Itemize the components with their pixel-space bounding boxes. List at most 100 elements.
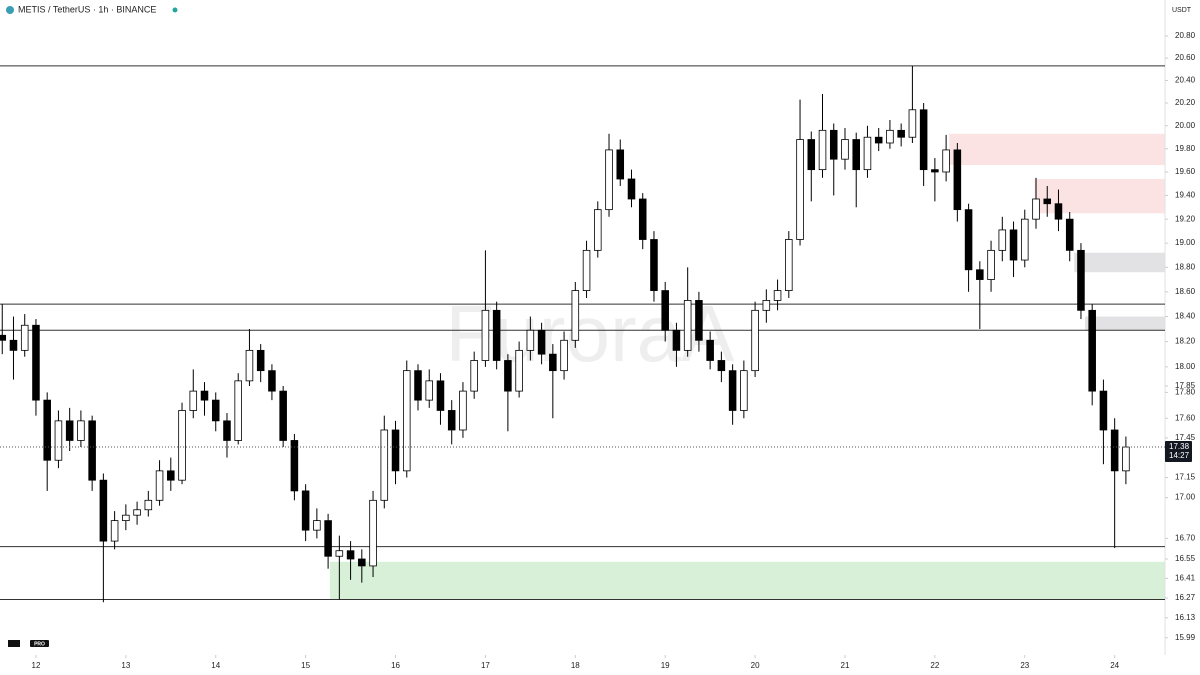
- x-tick-label: 20: [751, 661, 760, 670]
- candle-body: [414, 370, 422, 401]
- countdown-label: 14:27: [1169, 451, 1190, 460]
- zone: [1034, 178, 1165, 214]
- candle-body: [301, 490, 310, 531]
- x-tick-label: 15: [301, 661, 310, 670]
- candle-body: [65, 420, 74, 441]
- y-tick-label: 17.45: [1175, 433, 1196, 442]
- zones: [329, 133, 1165, 600]
- candle-body: [897, 129, 905, 138]
- candle-body: [492, 309, 501, 361]
- candle-body: [818, 129, 827, 171]
- candle-body: [1077, 249, 1085, 311]
- x-tick-label: 18: [571, 661, 580, 670]
- x-tick-label: 24: [1110, 661, 1119, 670]
- candle-body: [178, 410, 186, 481]
- candle-body: [616, 149, 625, 180]
- candle-body: [425, 380, 434, 401]
- candle-body: [1110, 429, 1119, 472]
- x-tick-label: 12: [32, 661, 41, 670]
- candle-body: [268, 370, 276, 392]
- candle-body: [234, 380, 242, 441]
- y-tick-label: 17.60: [1175, 413, 1196, 422]
- x-tick-label: 13: [121, 661, 130, 670]
- candle-body: [447, 410, 456, 431]
- candle-body: [346, 550, 355, 560]
- candle-body: [706, 339, 714, 361]
- candle-body: [796, 139, 804, 240]
- candle-body: [762, 300, 771, 311]
- y-tick-label: 18.40: [1175, 312, 1196, 321]
- candle-body: [122, 514, 130, 522]
- x-tick-label: 17: [481, 661, 490, 670]
- candle-body: [852, 139, 860, 171]
- candle-body: [537, 329, 546, 355]
- zone: [949, 133, 1165, 165]
- candle-body: [43, 399, 51, 461]
- candle-body: [77, 420, 85, 441]
- y-tick-label: 20.20: [1175, 98, 1196, 107]
- y-tick-label: 19.20: [1175, 214, 1196, 223]
- zone: [1084, 316, 1165, 331]
- candle-body: [133, 509, 141, 516]
- svg-text:PRO: PRO: [34, 641, 45, 647]
- y-tick-label: 17.85: [1175, 381, 1196, 390]
- candle-body: [402, 370, 411, 472]
- candle-body: [54, 420, 63, 461]
- candle-body: [279, 390, 287, 441]
- candle-body: [751, 309, 759, 372]
- y-tick-label: 18.80: [1175, 262, 1196, 271]
- candle-body: [661, 290, 669, 331]
- candle-body: [1009, 229, 1018, 261]
- candle-body: [908, 109, 917, 138]
- candle-body: [436, 380, 445, 411]
- symbol-icon: [6, 6, 14, 14]
- candle-body: [863, 136, 872, 171]
- candle-body: [88, 420, 96, 481]
- y-tick-label: 19.40: [1175, 191, 1196, 200]
- zone: [329, 561, 1165, 600]
- candle-body: [256, 349, 265, 372]
- candle-body: [99, 479, 108, 542]
- candle-body: [324, 520, 332, 557]
- y-tick-label: 17.80: [1175, 388, 1196, 397]
- candle-body: [874, 136, 883, 144]
- y-tick-label: 16.55: [1175, 554, 1196, 563]
- candle-body: [886, 129, 894, 144]
- candle-body: [515, 349, 523, 392]
- x-tick-label: 22: [930, 661, 939, 670]
- candle-body: [976, 269, 984, 280]
- y-tick-label: 16.70: [1175, 533, 1196, 542]
- candle-body: [919, 109, 928, 171]
- candle-body: [1122, 446, 1130, 472]
- candle-body: [0, 334, 7, 341]
- candle-body: [9, 339, 18, 351]
- last-price-tag: [1165, 441, 1192, 463]
- tv-logo: PRO: [8, 640, 49, 647]
- candle-body: [1099, 390, 1108, 431]
- candle-body: [672, 329, 681, 351]
- candle-body: [223, 420, 231, 441]
- candle-body: [391, 429, 400, 472]
- x-tick-label: 14: [211, 661, 220, 670]
- candle-body: [20, 324, 29, 351]
- y-tick-label: 18.20: [1175, 337, 1196, 346]
- candle-body: [200, 390, 209, 401]
- candle-body: [1088, 309, 1096, 392]
- candle-body: [1065, 218, 1074, 251]
- candle-body: [998, 229, 1007, 251]
- last-price-label: 17.38: [1169, 442, 1190, 451]
- candle-body: [953, 149, 962, 211]
- candle-body: [717, 360, 726, 372]
- currency[interactable]: USDT: [1172, 7, 1192, 14]
- y-tick-label: 19.00: [1175, 238, 1196, 247]
- y-tick-label: 17.00: [1175, 493, 1196, 502]
- candle-body: [549, 353, 557, 372]
- candle-body: [695, 300, 703, 341]
- candle-body: [987, 249, 995, 280]
- x-tick-label: 19: [661, 661, 670, 670]
- candle-body: [1020, 218, 1029, 261]
- candle-body: [144, 499, 153, 511]
- candle-body: [189, 390, 198, 411]
- y-tick-label: 19.60: [1175, 167, 1196, 176]
